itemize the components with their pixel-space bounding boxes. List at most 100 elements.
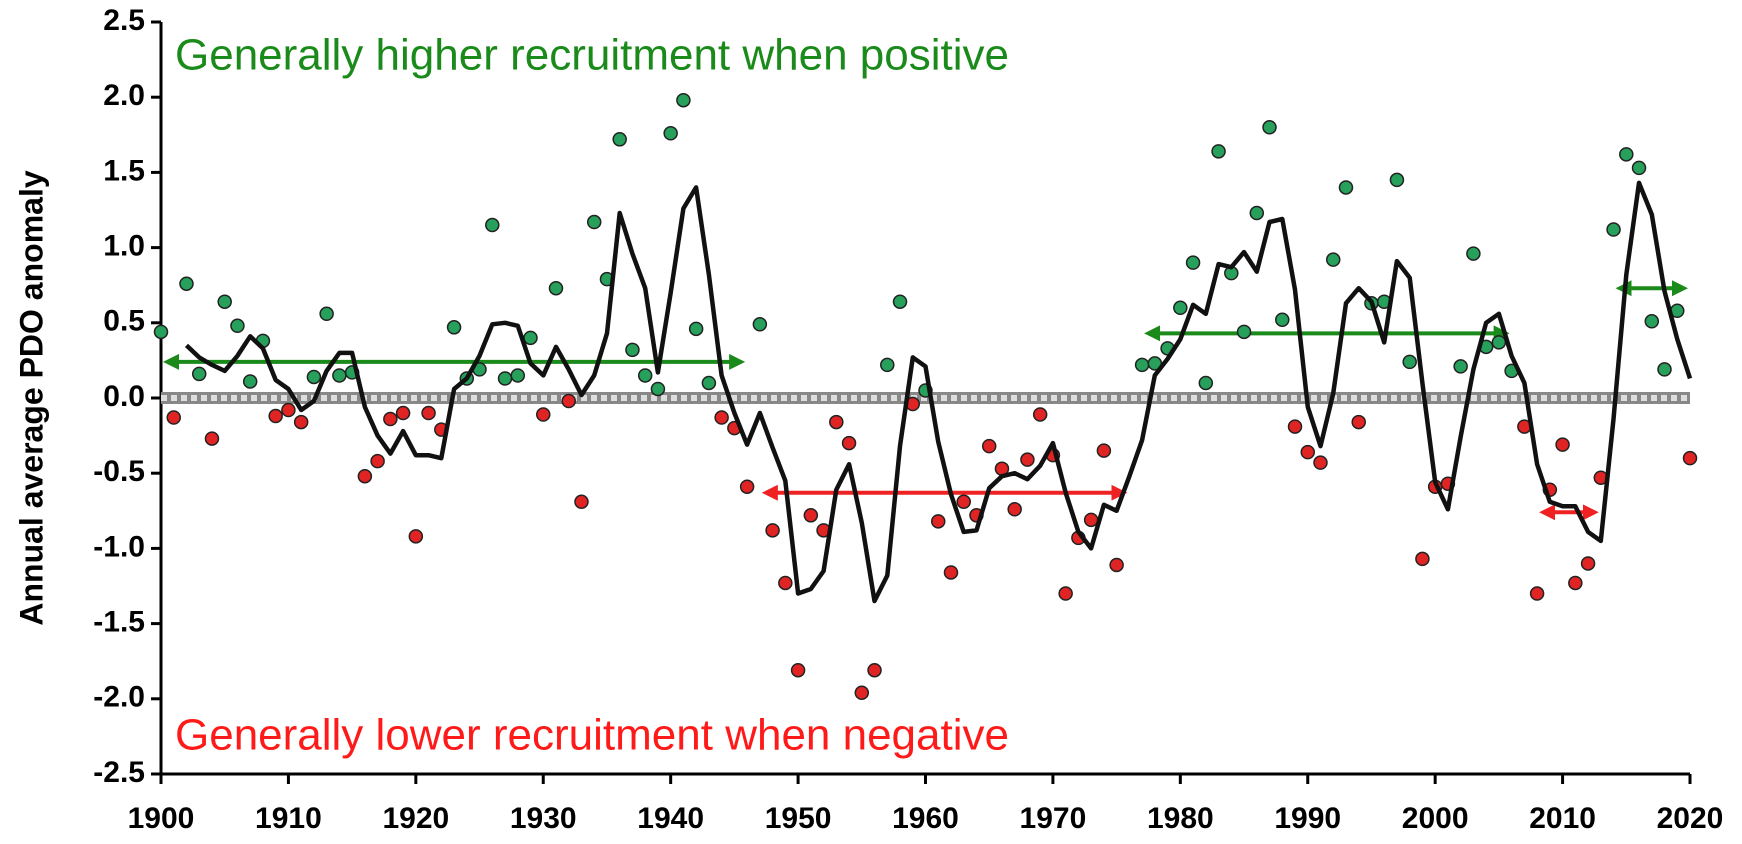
x-tick-label: 1950 (765, 802, 832, 835)
data-point (1236, 324, 1252, 340)
data-point (217, 294, 232, 309)
data-point (625, 342, 640, 358)
data-point (650, 381, 666, 397)
y-axis-label: Annual average PDO anomaly (13, 170, 49, 625)
data-point (1007, 502, 1022, 517)
y-tick-label: -1.0 (93, 530, 145, 563)
x-tick-label: 1960 (892, 802, 959, 835)
data-point (752, 317, 768, 332)
data-point (383, 411, 398, 427)
x-tick-label: 2020 (1657, 802, 1724, 835)
data-point (536, 407, 551, 422)
x-tick-label: 1920 (382, 802, 449, 835)
data-point (293, 414, 309, 430)
data-point (1058, 586, 1073, 601)
data-point (1619, 147, 1634, 162)
data-point (778, 575, 793, 591)
data-point (880, 357, 895, 373)
data-point (1631, 160, 1647, 176)
data-point (1096, 443, 1112, 458)
data-point (421, 405, 436, 421)
data-point (701, 375, 717, 391)
data-point (943, 565, 959, 580)
y-tick-label: -2.0 (93, 681, 145, 714)
data-point (319, 306, 334, 322)
y-tick-label: 2.5 (103, 4, 145, 37)
data-point (1338, 180, 1354, 195)
data-point (1173, 300, 1188, 316)
data-point (1249, 205, 1265, 221)
data-point (956, 494, 971, 510)
data-point (676, 92, 691, 108)
data-point (1453, 359, 1468, 374)
data-point (1185, 255, 1201, 270)
x-tick-label: 1930 (510, 802, 577, 835)
x-tick-label: 1910 (255, 802, 322, 835)
data-point (1415, 551, 1430, 567)
data-point (1351, 414, 1366, 430)
data-point (523, 330, 538, 346)
data-point (179, 276, 194, 291)
data-point (1325, 252, 1341, 267)
x-tick-label: 1940 (637, 802, 704, 835)
y-tick-label: 1.0 (103, 230, 145, 263)
data-point (1568, 575, 1583, 591)
x-tick-label: 1900 (128, 802, 195, 835)
data-point (1287, 419, 1303, 434)
y-tick-label: 2.0 (103, 79, 145, 112)
data-point (1300, 444, 1315, 460)
data-point (1109, 557, 1124, 573)
y-tick-label: 0.5 (103, 305, 145, 338)
data-point (1020, 452, 1035, 467)
data-point (612, 132, 627, 147)
data-point (191, 366, 207, 382)
data-point (1466, 246, 1481, 261)
data-point (803, 508, 819, 523)
data-point (867, 662, 882, 678)
data-point (841, 435, 857, 451)
data-point (892, 294, 908, 309)
data-point (153, 324, 169, 340)
data-point (485, 217, 500, 233)
y-tick-label: -0.5 (93, 455, 145, 488)
annotation: Generally higher recruitment when positi… (175, 31, 1009, 80)
data-point (829, 414, 844, 430)
data-point (765, 523, 780, 538)
data-point (790, 662, 806, 678)
data-point (281, 402, 296, 418)
data-point (446, 320, 462, 335)
x-tick-label: 2010 (1529, 802, 1596, 835)
y-tick-label: 0.0 (103, 380, 145, 413)
data-point (1580, 556, 1596, 571)
data-point (332, 368, 347, 383)
data-point (370, 453, 385, 469)
running-average-line (184, 180, 1693, 604)
data-point (497, 371, 513, 386)
x-tick-label: 1990 (1274, 802, 1341, 835)
data-point (714, 410, 729, 425)
y-tick-label: 1.5 (103, 154, 145, 187)
data-point (357, 468, 373, 484)
x-tick-label: 2000 (1402, 802, 1469, 835)
data-point (395, 405, 411, 421)
data-point (268, 408, 283, 424)
data-point (1606, 222, 1621, 237)
data-point (739, 479, 755, 494)
data-point (242, 374, 258, 389)
data-point (1134, 357, 1150, 373)
data-point (663, 126, 678, 141)
data-point (1682, 450, 1698, 466)
data-point (1389, 172, 1405, 188)
data-point (854, 685, 870, 701)
data-point (1262, 120, 1277, 135)
data-point (1657, 362, 1672, 377)
x-tick-label: 1980 (1147, 802, 1214, 835)
data-point (1644, 314, 1660, 329)
x-tick-label: 1970 (1020, 802, 1087, 835)
y-tick-label: -1.5 (93, 606, 145, 639)
data-point (1211, 144, 1226, 159)
data-point (561, 393, 576, 409)
data-point (1313, 455, 1328, 470)
data-point (574, 494, 589, 510)
